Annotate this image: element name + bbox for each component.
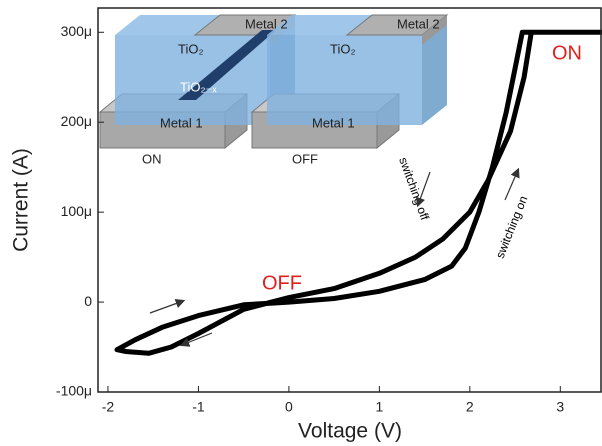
arrow — [415, 171, 431, 208]
inset-label: TiO₂ — [178, 41, 204, 56]
annotation: OFF — [262, 272, 302, 294]
y-tick-label: 0 — [84, 293, 92, 309]
x-tick-label: 3 — [556, 399, 564, 415]
arrow — [504, 167, 520, 201]
x-tick-label: 2 — [466, 399, 474, 415]
annotation: ON — [552, 42, 582, 64]
x-tick-label: -1 — [192, 399, 205, 415]
inset-label: ON — [142, 151, 162, 166]
inset-diagram: Metal 2 TiO₂ TiO₂₋ₓ Metal 1 ON Metal 2 T… — [98, 14, 449, 166]
inset-label: TiO₂ — [330, 41, 356, 56]
annotation: switching on — [493, 194, 531, 260]
inset-label: Metal 2 — [245, 16, 288, 31]
y-axis-label: Current (A) — [10, 148, 33, 252]
inset-label: OFF — [292, 151, 318, 166]
inset-label: Metal 1 — [312, 115, 355, 130]
inset-label: Metal 1 — [160, 115, 203, 130]
y-tick-label: -100μ — [56, 383, 92, 399]
annotation: switching off — [396, 155, 432, 222]
y-tick-label: 300μ — [61, 23, 92, 39]
inset-label: Metal 2 — [397, 16, 440, 31]
arrow — [149, 298, 186, 314]
x-tick-label: 0 — [285, 399, 293, 415]
arrow — [179, 332, 213, 347]
plot-frame — [97, 7, 602, 393]
y-tick-label: 100μ — [61, 203, 92, 219]
x-tick-label: -2 — [102, 399, 115, 415]
inset-label: TiO₂₋ₓ — [180, 79, 217, 94]
x-axis-label: Voltage (V) — [298, 420, 402, 443]
iv-curve — [114, 29, 602, 356]
y-tick-label: 200μ — [61, 113, 92, 129]
x-tick-label: 1 — [375, 399, 383, 415]
